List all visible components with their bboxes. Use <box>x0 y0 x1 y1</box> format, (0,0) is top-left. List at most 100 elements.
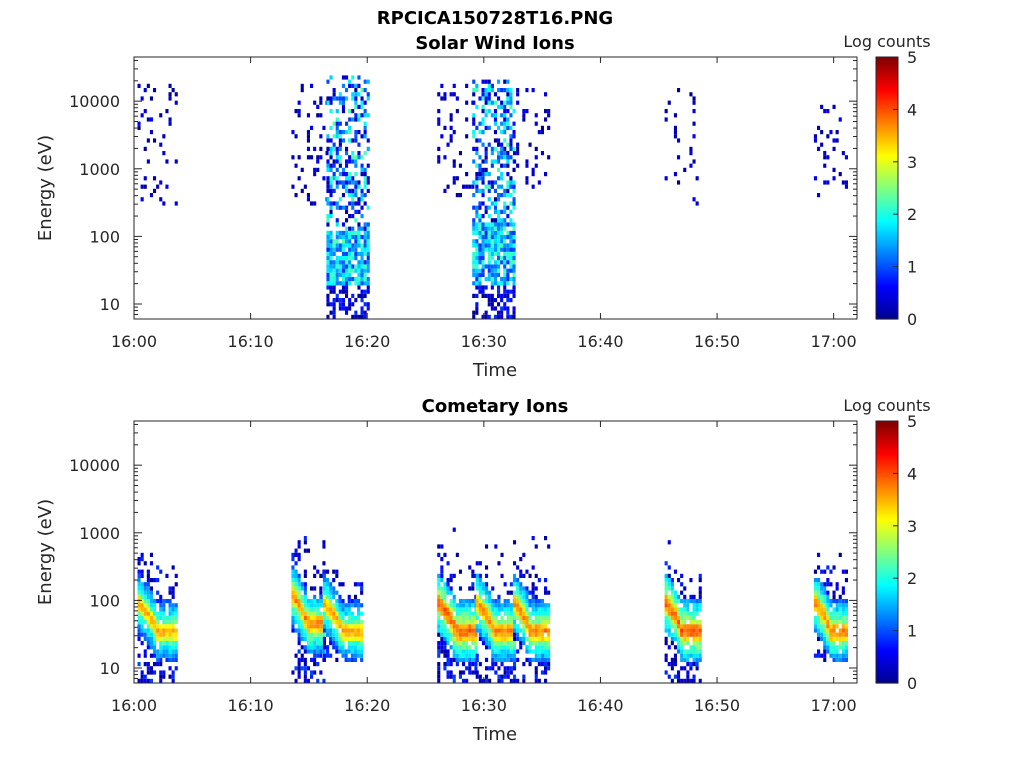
heatmap-cell <box>490 83 494 88</box>
heatmap-cell <box>695 645 699 650</box>
heatmap-cell <box>329 235 333 240</box>
heatmap-cell <box>490 88 494 93</box>
heatmap-cell <box>137 582 141 587</box>
heatmap-cell <box>357 607 361 612</box>
colorbar-segment <box>876 69 898 72</box>
heatmap-cell <box>680 628 684 633</box>
heatmap-cell <box>332 268 336 273</box>
heatmap-cell <box>159 113 163 118</box>
heatmap-cell <box>509 264 513 269</box>
heatmap-cell <box>165 632 169 637</box>
heatmap-cell <box>817 632 821 637</box>
heatmap-cell <box>841 611 845 616</box>
heatmap-cell <box>487 260 491 265</box>
heatmap-cell <box>503 151 507 156</box>
heatmap-cell <box>440 649 444 654</box>
heatmap-cell <box>159 603 163 608</box>
colorbar-segment <box>876 275 898 278</box>
heatmap-cell <box>506 268 510 273</box>
heatmap-cell <box>366 285 370 290</box>
colorbar-segment <box>876 487 898 490</box>
heatmap-cell <box>474 632 478 637</box>
heatmap-cell <box>820 130 824 135</box>
heatmap-cell <box>547 657 551 662</box>
heatmap-cell <box>357 268 361 273</box>
heatmap-cell <box>472 146 476 151</box>
heatmap-cell <box>149 586 153 591</box>
heatmap-cell <box>171 657 175 662</box>
heatmap-cell <box>326 235 330 240</box>
heatmap-cell <box>322 573 326 578</box>
heatmap-cell <box>503 657 507 662</box>
colorbar-segment <box>876 657 898 660</box>
colorbar-segment <box>876 147 898 150</box>
heatmap-cell <box>344 603 348 608</box>
heatmap-cell <box>493 235 497 240</box>
heatmap-cell <box>673 615 677 620</box>
heatmap-cell <box>449 624 453 629</box>
heatmap-cell <box>335 201 339 206</box>
heatmap-cell <box>494 662 498 667</box>
heatmap-cell <box>503 645 507 650</box>
heatmap-cell <box>493 218 497 223</box>
heatmap-cell <box>680 645 684 650</box>
heatmap-cell <box>143 586 147 591</box>
heatmap-cell <box>360 155 364 160</box>
heatmap-cell <box>677 180 681 185</box>
heatmap-cell <box>458 674 462 679</box>
heatmap-cell <box>351 176 355 181</box>
heatmap-cell <box>440 83 444 88</box>
heatmap-cell <box>357 314 361 319</box>
heatmap-cell <box>841 653 845 658</box>
heatmap-cell <box>140 569 144 574</box>
heatmap-cell <box>168 586 172 591</box>
heatmap-cell <box>478 590 482 595</box>
heatmap-cell <box>341 138 345 143</box>
heatmap-cell <box>455 632 459 637</box>
heatmap-cell <box>348 260 352 265</box>
heatmap-cell <box>300 620 304 625</box>
heatmap-cell <box>351 155 355 160</box>
heatmap-cell <box>528 620 532 625</box>
heatmap-cell <box>335 641 339 646</box>
heatmap-cell <box>332 314 336 319</box>
heatmap-cell <box>360 226 364 231</box>
heatmap-cell <box>487 298 491 303</box>
heatmap-cell <box>692 611 696 616</box>
heatmap-cell <box>475 594 479 599</box>
heatmap-cell <box>475 247 479 252</box>
heatmap-cell <box>472 281 476 286</box>
heatmap-cell <box>544 645 548 650</box>
heatmap-cell <box>316 653 320 658</box>
heatmap-cell <box>493 264 497 269</box>
colorbar-segment <box>876 493 898 496</box>
heatmap-cell <box>446 582 450 587</box>
colorbar-segment <box>876 155 898 158</box>
colorbar-segment <box>876 673 898 676</box>
heatmap-cell <box>478 243 482 248</box>
colorbar-segment <box>876 299 898 302</box>
heatmap-cell <box>300 582 304 587</box>
heatmap-cell <box>322 125 326 130</box>
heatmap-cell <box>348 243 352 248</box>
heatmap-cell <box>341 289 345 294</box>
heatmap-cell <box>503 88 507 93</box>
heatmap-cell <box>493 298 497 303</box>
heatmap-cell <box>519 590 523 595</box>
heatmap-cell <box>322 590 326 595</box>
heatmap-cell <box>455 176 459 181</box>
heatmap-cell <box>823 582 827 587</box>
heatmap-cell <box>475 670 479 675</box>
heatmap-cell <box>817 578 821 583</box>
heatmap-cell <box>677 611 681 616</box>
heatmap-cell <box>297 590 301 595</box>
heatmap-cell <box>500 88 504 93</box>
heatmap-cell <box>171 611 175 616</box>
heatmap-cell <box>537 657 541 662</box>
heatmap-cell <box>440 569 444 574</box>
heatmap-cell <box>360 104 364 109</box>
heatmap-cell <box>140 628 144 633</box>
heatmap-cell <box>698 641 702 646</box>
heatmap-cell <box>354 247 358 252</box>
heatmap-cell <box>516 92 520 97</box>
